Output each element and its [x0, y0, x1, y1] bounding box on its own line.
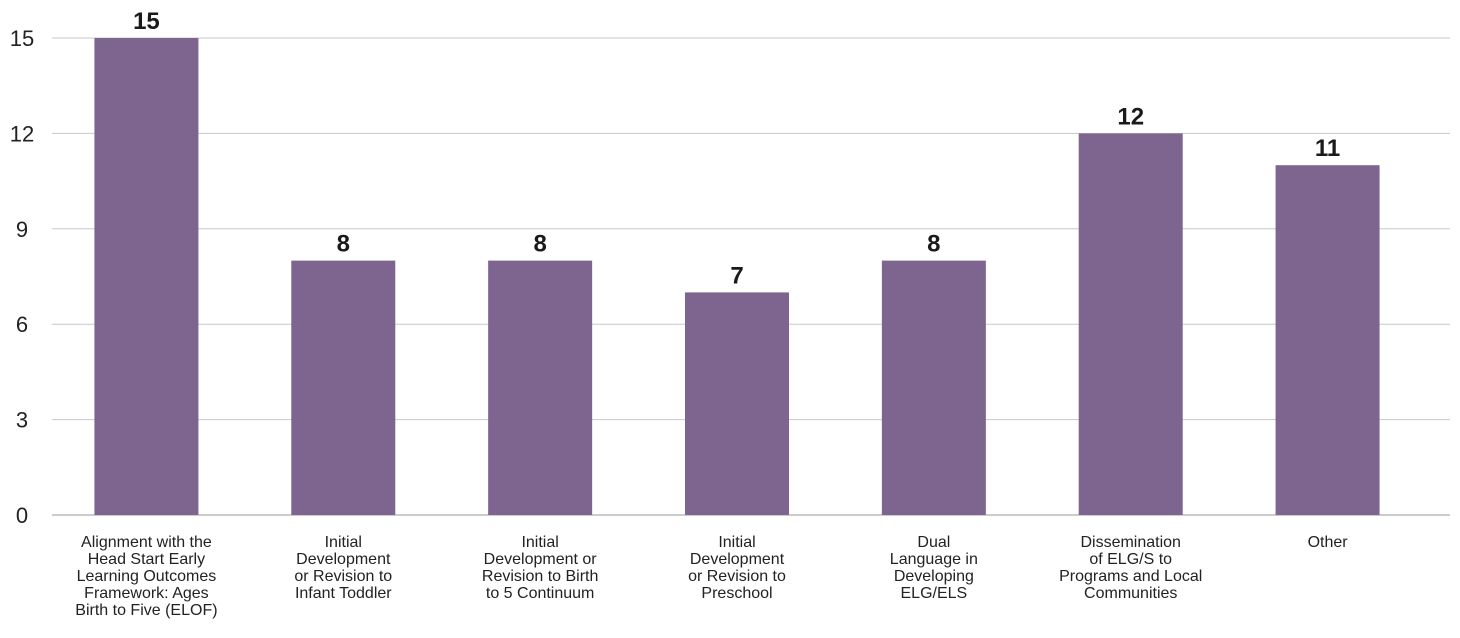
y-tick-label: 6: [16, 312, 28, 337]
bar: [488, 260, 593, 515]
category-label-line: Alignment with the: [81, 534, 212, 551]
data-label: 12: [1117, 103, 1144, 130]
category-label-line: Initial: [718, 534, 755, 551]
category-label-line: Framework: Ages: [84, 585, 208, 602]
category-label: Initial Development or Revision to Birth to…: [482, 534, 599, 602]
category-label: Alignment with the Head Start Early Learni…: [75, 534, 217, 619]
category-label-line: Initial: [325, 534, 362, 551]
category-labels: Alignment with the Head Start Early Learni…: [75, 534, 1348, 619]
category-label-line: Learning Outcomes: [77, 568, 217, 585]
category-label-line: Head Start Early: [88, 551, 205, 568]
category-label: Dissemination of ELG/S to Programs and Loc…: [1059, 534, 1202, 602]
category-label-line: Communities: [1084, 585, 1177, 602]
category-label-line: Revision to Birth: [482, 568, 599, 585]
bar: [1275, 165, 1380, 515]
data-label: 8: [927, 231, 940, 258]
category-label-line: or Revision to: [688, 568, 786, 585]
bar: [685, 292, 789, 515]
category-label-line: Development: [690, 551, 785, 568]
category-label-line: Preschool: [701, 585, 772, 602]
category-label-line: Birth to Five (ELOF): [75, 602, 217, 619]
y-tick-label: 3: [16, 408, 28, 433]
y-tick-label: 15: [10, 26, 34, 51]
data-label: 11: [1315, 135, 1340, 162]
category-label-line: Dual: [917, 534, 950, 551]
bar: [881, 260, 986, 515]
data-labels: 15 8 8 7 8 12 11: [133, 8, 1340, 289]
y-tick-label: 9: [16, 217, 28, 242]
category-label-line: Language in: [890, 551, 978, 568]
data-label: 8: [533, 231, 546, 258]
bar: [94, 38, 199, 515]
bar: [1078, 133, 1183, 515]
category-label-line: Developing: [894, 568, 974, 585]
category-label-line: Programs and Local: [1059, 568, 1202, 585]
bar: [291, 260, 396, 515]
category-label: Initial Development or Revision to Preschoo…: [688, 534, 786, 602]
category-label-line: or Revision to: [294, 568, 392, 585]
y-axis-tick-labels: 0 3 6 9 12 15: [10, 26, 34, 528]
data-label: 7: [730, 262, 743, 289]
category-label-line: of ELG/S to: [1089, 551, 1172, 568]
category-label: Dual Language in Developing ELG/ELS: [890, 534, 978, 602]
category-label-line: Development: [296, 551, 391, 568]
data-label: 15: [133, 8, 160, 35]
bars: [94, 38, 1380, 515]
category-label-line: Dissemination: [1080, 534, 1180, 551]
category-label-line: ELG/ELS: [901, 585, 968, 602]
category-label-line: Infant Toddler: [295, 585, 392, 602]
category-label: Initial Development or Revision to Infant T…: [294, 534, 392, 602]
data-label: 8: [337, 231, 350, 258]
y-tick-label: 0: [16, 503, 28, 528]
category-label-line: to 5 Continuum: [486, 585, 595, 602]
category-label-line: Development or: [484, 551, 598, 568]
category-label: Other: [1308, 534, 1349, 551]
y-tick-label: 12: [10, 121, 34, 146]
category-label-line: Other: [1308, 534, 1349, 551]
category-label-line: Initial: [521, 534, 558, 551]
